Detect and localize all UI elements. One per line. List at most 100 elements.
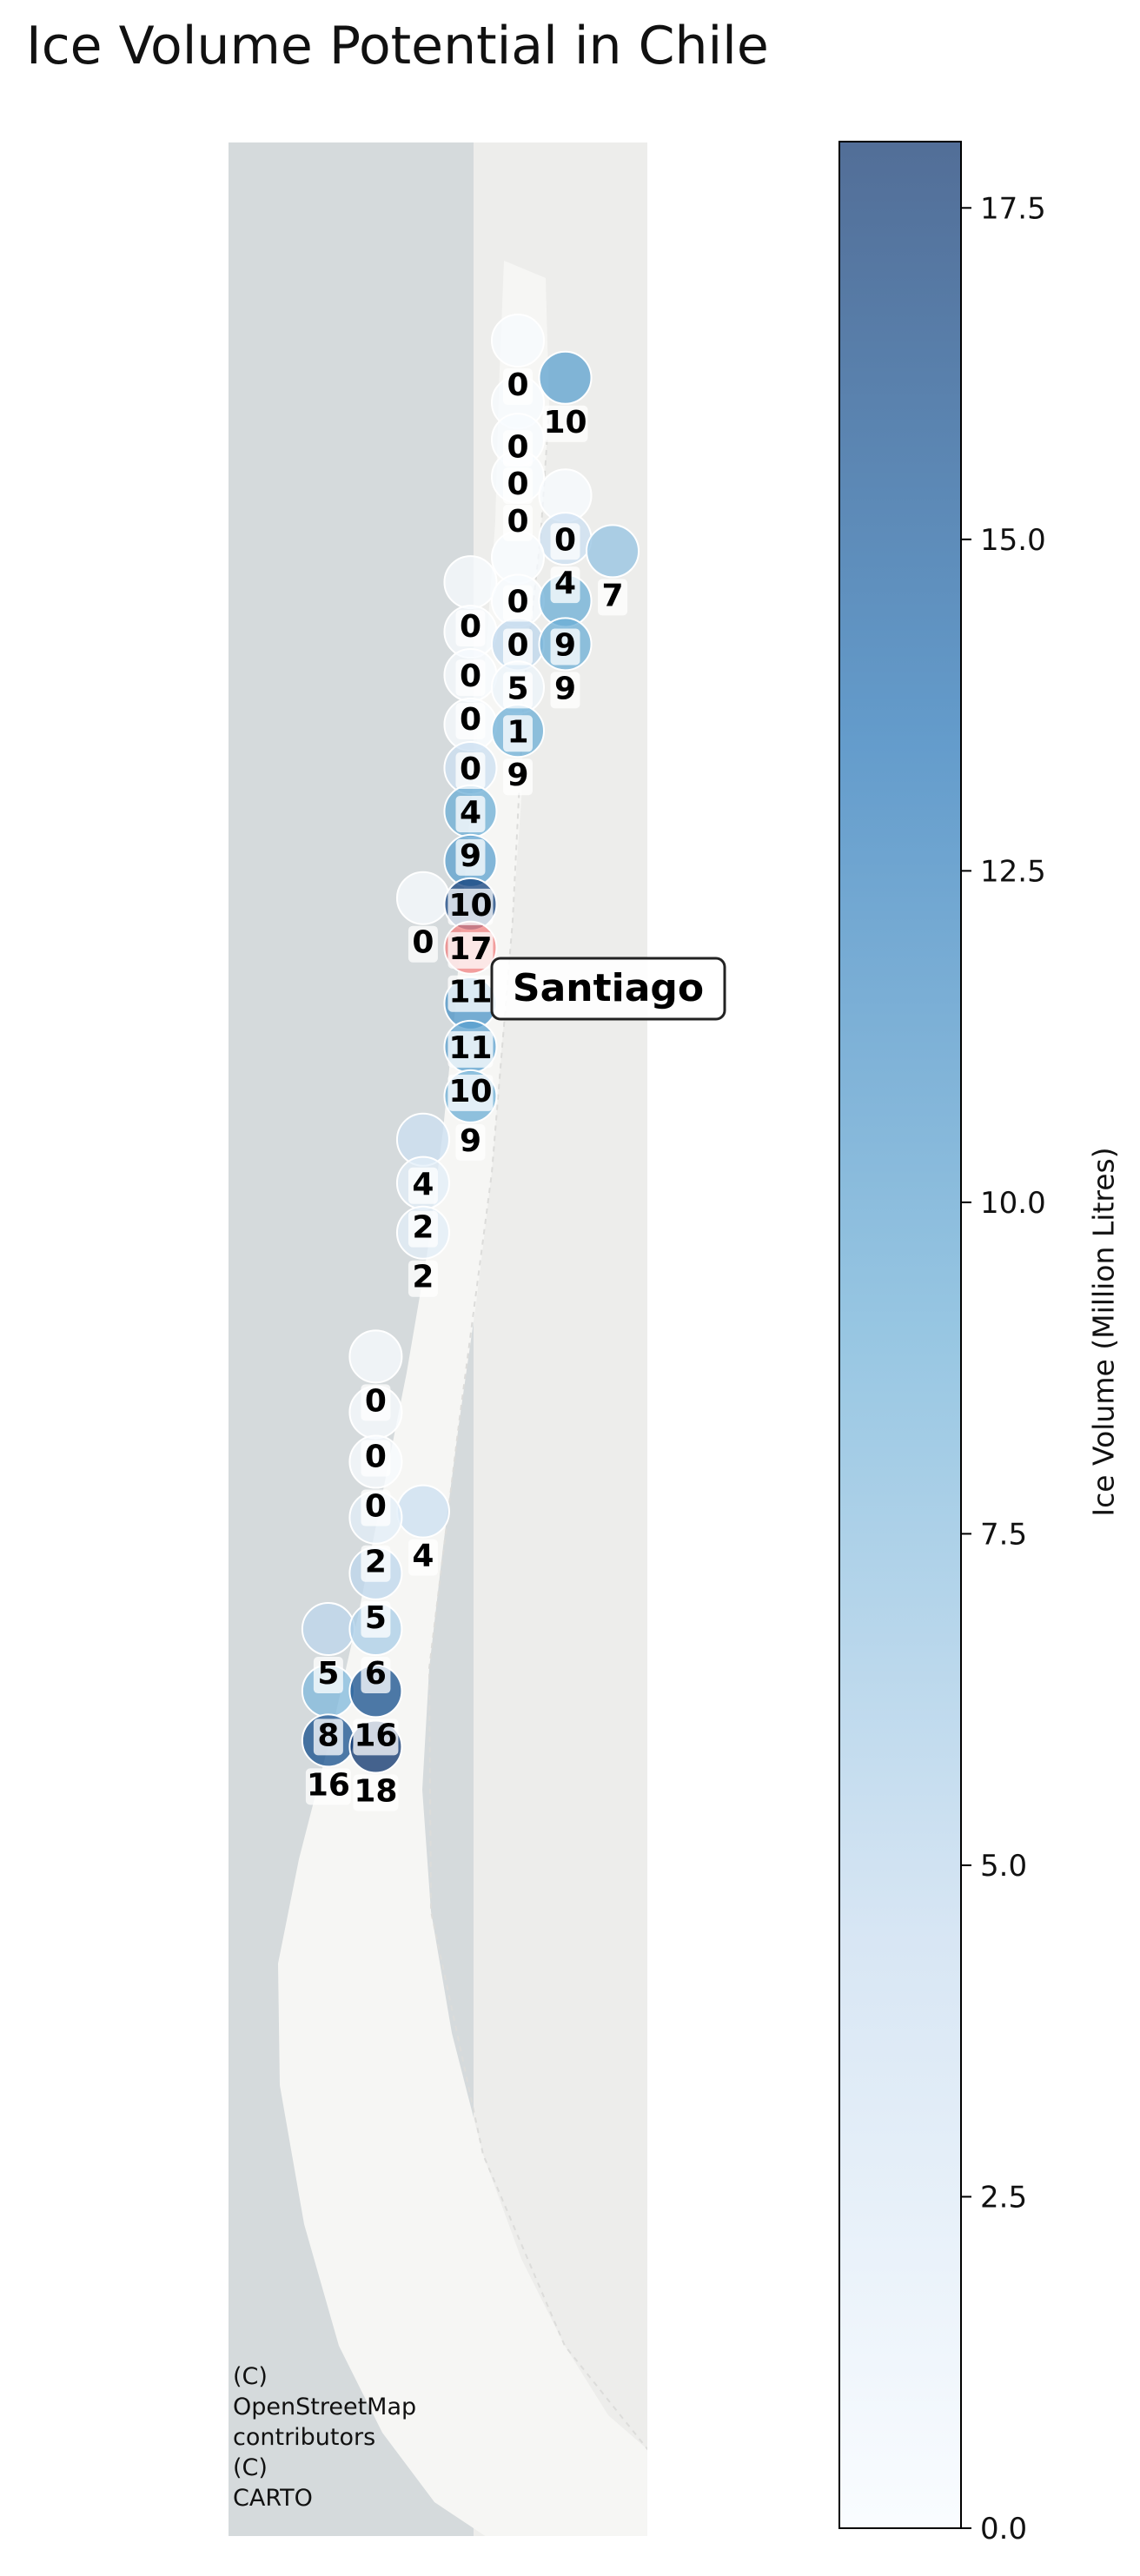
site-value-label: 7: [602, 578, 624, 613]
site-label-box: [361, 1440, 391, 1477]
site-value-label: 17: [448, 931, 492, 967]
site-label-box: [455, 795, 486, 832]
site-marker[interactable]: [301, 1602, 355, 1657]
chile-land: [278, 261, 648, 2537]
site-label-box: [455, 838, 486, 876]
site-label-box: [550, 566, 580, 604]
site-label-box: [305, 1768, 351, 1805]
site-value-label: 0: [460, 609, 481, 645]
site-label-box: [408, 1210, 438, 1248]
site-label-box: [455, 659, 486, 697]
site-value-label: 0: [365, 1489, 387, 1525]
site-label-box: [550, 672, 580, 709]
site-label-box: [503, 504, 533, 541]
site-marker[interactable]: [538, 350, 593, 405]
site-value-label: 10: [448, 1074, 492, 1109]
site-label-box: [361, 1489, 391, 1526]
site-label-box: [447, 1030, 494, 1068]
site-value-label: 4: [460, 795, 481, 831]
site-value-label: 0: [460, 659, 481, 694]
site-label-box: [503, 758, 533, 796]
site-value-label: 10: [543, 405, 587, 440]
site-label-box: [503, 430, 533, 467]
attribution-line: (C): [233, 2363, 268, 2390]
site-value-label: 10: [448, 888, 492, 924]
site-label-box: [447, 975, 494, 1012]
site-value-label: 0: [507, 585, 528, 620]
site-value-label: 11: [448, 1030, 492, 1066]
site-label-box: [361, 1600, 391, 1638]
site-label-box: [455, 752, 486, 790]
site-label-box: [361, 1657, 391, 1694]
site-label-box: [408, 925, 438, 963]
site-value-label: 18: [354, 1774, 397, 1810]
site-label-box: [598, 579, 628, 616]
site-marker[interactable]: [491, 314, 545, 368]
attribution-line: CARTO: [233, 2485, 313, 2512]
site-value-label: 9: [460, 1123, 481, 1159]
site-label-box: [550, 523, 580, 560]
site-value-label: 1: [507, 714, 528, 750]
site-value-label: 0: [507, 429, 528, 465]
site-label-box: [503, 368, 533, 405]
site-label-box: [361, 1545, 391, 1582]
colorbar-label: Ice Volume (Million Litres): [1086, 1147, 1121, 1517]
site-label-box: [313, 1718, 343, 1756]
site-value-label: 8: [317, 1718, 339, 1753]
site-label-box: [455, 703, 486, 740]
site-value-label: 0: [460, 702, 481, 738]
site-label-box: [503, 715, 533, 752]
city-label-group: Santiago: [490, 957, 726, 1021]
site-value-label: 2: [412, 1210, 434, 1246]
site-value-label: 5: [317, 1656, 339, 1692]
site-marker[interactable]: [348, 1329, 403, 1384]
site-value-label: 0: [365, 1383, 387, 1419]
site-value-label: 2: [412, 1260, 434, 1295]
site-value-label: 9: [554, 671, 576, 706]
site-value-label: 0: [365, 1439, 387, 1474]
site-value-label: 0: [507, 504, 528, 540]
map-attribution: (C) OpenStreetMap contributors (C) CARTO: [233, 2361, 416, 2513]
site-label-box: [408, 1167, 438, 1204]
site-label-box: [550, 628, 580, 666]
site-label-box: [447, 1074, 494, 1111]
site-value-label: 0: [507, 368, 528, 403]
site-label-box: [503, 672, 533, 709]
site-label-box: [408, 1539, 438, 1576]
site-value-label: 0: [507, 467, 528, 502]
site-value-label: 0: [507, 627, 528, 663]
site-value-label: 6: [365, 1656, 387, 1692]
site-label-box: [455, 1123, 486, 1161]
site-value-label: 0: [554, 522, 576, 558]
site-label-box: [455, 610, 486, 647]
map-title: Ice Volume Potential in Chile: [26, 16, 769, 76]
site-label-box: [447, 931, 494, 969]
site-marker[interactable]: [395, 1484, 450, 1539]
site-value-label: 9: [507, 758, 528, 793]
attribution-line: contributors: [233, 2424, 376, 2451]
site-marker[interactable]: [395, 871, 450, 925]
site-value-label: 0: [460, 752, 481, 787]
site-label-box: [542, 405, 588, 442]
site-value-label: 4: [412, 1167, 434, 1202]
site-value-label: 9: [554, 627, 576, 663]
site-value-label: 5: [365, 1600, 387, 1636]
site-marker[interactable]: [586, 524, 640, 579]
site-value-label: 4: [554, 566, 576, 601]
site-value-label: 16: [354, 1718, 397, 1753]
site-value-label: 9: [460, 838, 481, 874]
site-label-box: [361, 1384, 391, 1421]
site-value-label: 16: [307, 1767, 350, 1803]
site-value-label: 4: [412, 1539, 434, 1574]
site-value-label: 11: [448, 975, 492, 1010]
site-label-box: [408, 1260, 438, 1297]
city-label: Santiago: [513, 966, 704, 1010]
site-label-box: [503, 628, 533, 666]
site-label-box: [353, 1718, 399, 1756]
site-value-label: 0: [412, 925, 434, 961]
map-frame: [227, 141, 649, 2538]
site-label-box: [503, 467, 533, 505]
site-marker[interactable]: [443, 555, 498, 610]
